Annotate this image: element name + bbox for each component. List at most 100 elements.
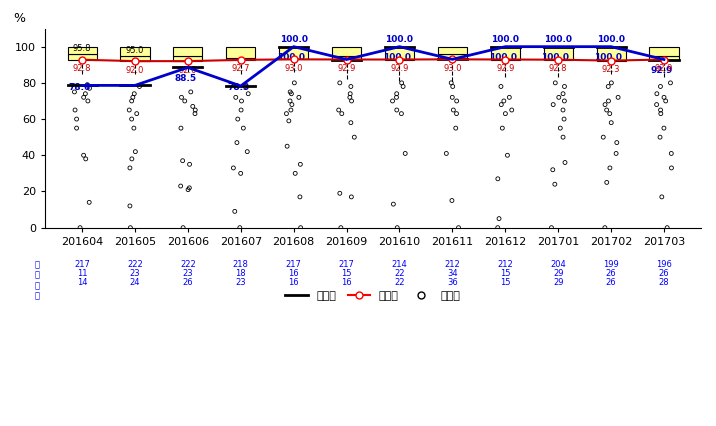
Point <box>82 81 93 88</box>
Point <box>128 125 140 132</box>
Point <box>548 101 559 108</box>
Text: 92.9: 92.9 <box>654 64 673 73</box>
Text: 92.0: 92.0 <box>179 66 197 75</box>
Text: 204: 204 <box>551 260 566 269</box>
中央値 <box>606 44 615 49</box>
中央値 <box>130 83 139 88</box>
Text: 93.0: 93.0 <box>443 64 462 73</box>
Text: 100.0: 100.0 <box>280 35 308 44</box>
Point <box>654 83 666 90</box>
Point <box>448 106 459 113</box>
Text: 78.3: 78.3 <box>227 83 249 92</box>
Point <box>559 159 571 166</box>
Text: 196: 196 <box>656 260 672 269</box>
Point <box>126 115 137 122</box>
Point <box>506 106 518 113</box>
Text: 15: 15 <box>342 269 352 278</box>
Text: 92.0: 92.0 <box>126 66 144 75</box>
Point <box>445 80 457 86</box>
平均値 <box>342 57 351 62</box>
Point <box>345 119 357 126</box>
Point <box>493 215 505 222</box>
Text: 23: 23 <box>236 278 246 288</box>
Text: 26: 26 <box>606 269 616 278</box>
Point <box>498 98 510 104</box>
Point <box>391 106 402 113</box>
Point <box>295 224 306 231</box>
Text: 36: 36 <box>447 278 458 288</box>
中央値 <box>448 57 457 62</box>
Point <box>598 134 609 141</box>
Point <box>126 98 137 104</box>
Point <box>335 224 347 231</box>
Point <box>187 103 198 110</box>
Text: 222: 222 <box>127 260 142 269</box>
Text: 26: 26 <box>606 278 616 288</box>
Text: 212: 212 <box>445 260 460 269</box>
Point <box>177 157 188 164</box>
Point <box>235 170 246 177</box>
Text: 23: 23 <box>130 269 140 278</box>
FancyBboxPatch shape <box>67 47 97 54</box>
Point <box>346 98 357 104</box>
Point <box>289 80 300 86</box>
Point <box>606 119 617 126</box>
Point <box>333 106 344 113</box>
Point <box>611 139 622 146</box>
Point <box>451 110 463 117</box>
Point <box>492 224 503 231</box>
Point <box>450 125 462 132</box>
Point <box>557 90 569 97</box>
FancyBboxPatch shape <box>279 47 308 59</box>
Text: 34: 34 <box>447 269 458 278</box>
中央値 <box>342 57 351 62</box>
Point <box>664 80 676 86</box>
Text: 28: 28 <box>659 278 669 288</box>
FancyBboxPatch shape <box>173 56 203 61</box>
Text: 16: 16 <box>342 278 352 288</box>
Text: 95.8: 95.8 <box>73 44 92 53</box>
中央値 <box>501 44 510 49</box>
Point <box>184 161 195 168</box>
Point <box>285 106 296 113</box>
Point <box>599 224 611 231</box>
Point <box>666 150 677 157</box>
Point <box>71 125 82 132</box>
Point <box>606 80 617 86</box>
Point <box>129 90 140 97</box>
Text: 218: 218 <box>233 260 248 269</box>
平均値 <box>78 57 87 62</box>
Text: 92.9: 92.9 <box>337 64 356 73</box>
Text: 92.9: 92.9 <box>390 64 409 73</box>
FancyBboxPatch shape <box>596 47 626 60</box>
Point <box>612 94 624 101</box>
Point <box>130 148 141 155</box>
Point <box>558 115 570 122</box>
Point <box>451 98 463 104</box>
FancyBboxPatch shape <box>332 56 361 60</box>
Text: 14: 14 <box>77 278 87 288</box>
Text: 分
子
分
母: 分 子 分 母 <box>34 260 39 300</box>
Point <box>655 110 667 117</box>
Point <box>294 161 306 168</box>
Text: 78.6: 78.6 <box>68 83 90 92</box>
Text: 26: 26 <box>183 278 193 288</box>
Point <box>658 94 669 101</box>
FancyBboxPatch shape <box>332 47 361 56</box>
Point <box>651 101 662 108</box>
Text: 212: 212 <box>498 260 513 269</box>
Text: 100.0: 100.0 <box>385 35 413 44</box>
Text: 16: 16 <box>289 269 299 278</box>
Point <box>281 110 292 117</box>
Point <box>284 89 296 95</box>
中央値 <box>183 65 192 70</box>
Point <box>654 134 666 141</box>
Point <box>229 208 241 215</box>
Point <box>283 118 294 124</box>
Text: 88.5: 88.5 <box>174 74 196 83</box>
Point <box>124 164 135 171</box>
FancyBboxPatch shape <box>649 47 679 56</box>
Text: 24: 24 <box>130 278 140 288</box>
Point <box>243 90 254 97</box>
Y-axis label: %: % <box>13 12 25 25</box>
